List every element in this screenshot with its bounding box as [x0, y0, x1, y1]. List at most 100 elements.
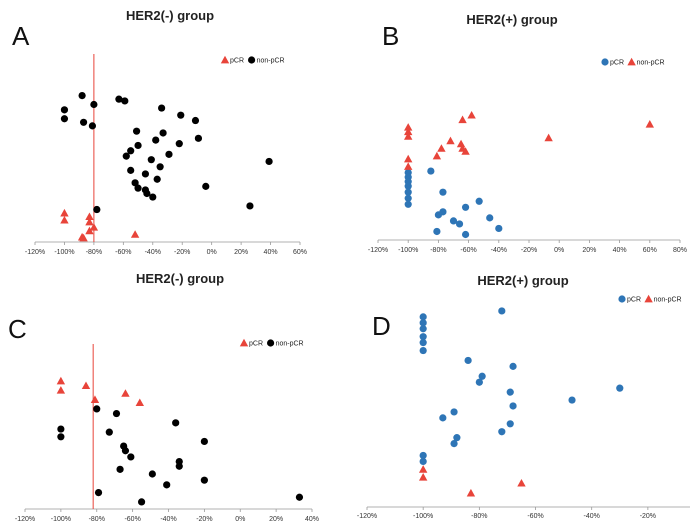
data-point-non-pcr [132, 127, 141, 135]
data-point-pcr [506, 388, 514, 396]
data-point-non-pcr [404, 123, 413, 131]
data-point-pcr [568, 396, 576, 404]
panel-b: HER2(+) group B -120% -100% -80% -60% -40% -20%… [368, 12, 687, 254]
panel-label: B [382, 21, 399, 51]
legend-label: pCR [610, 60, 624, 67]
data-point-pcr [404, 182, 412, 190]
data-point-pcr [404, 200, 412, 208]
data-point-non-pcr [121, 97, 129, 105]
data-point-non-pcr [175, 140, 183, 148]
panel-label: D [372, 311, 391, 341]
data-point-pcr [475, 197, 483, 205]
data-point-non-pcr [127, 453, 135, 461]
data-point-pcr [90, 395, 100, 403]
data-point-non-pcr [404, 162, 413, 170]
legend-label: non-pCR [654, 297, 682, 304]
legend-marker [627, 57, 636, 66]
data-point-non-pcr [418, 473, 428, 481]
data-point-pcr [60, 216, 69, 224]
data-point-non-pcr [194, 134, 203, 142]
data-point-pcr [135, 398, 144, 407]
data-point-non-pcr [147, 156, 155, 164]
data-point-non-pcr [115, 95, 123, 103]
data-point-pcr [486, 214, 494, 222]
data-point-non-pcr [645, 120, 654, 128]
legend-label: non-pCR [276, 341, 304, 348]
data-point-non-pcr [60, 115, 69, 123]
x-tick-label: 0% [554, 247, 564, 254]
data-point-pcr [498, 428, 506, 436]
data-point-pcr [461, 230, 470, 239]
data-point-pcr [60, 208, 69, 217]
data-point-non-pcr [153, 175, 161, 183]
panel-d: HER2(+) group D -120% -100% -80% -60% -40% -20%… [357, 273, 690, 520]
x-tick-label: -40% [491, 247, 507, 254]
data-point-non-pcr [152, 136, 160, 144]
data-point-non-pcr [200, 476, 208, 484]
data-point-non-pcr [127, 166, 135, 174]
data-point-non-pcr [122, 152, 130, 160]
data-point-pcr [404, 194, 412, 202]
data-point-pcr [85, 212, 94, 220]
x-tick-label: 0% [207, 249, 217, 256]
data-point-pcr [434, 211, 442, 219]
x-tick-label: 0% [235, 516, 245, 523]
data-point-non-pcr [134, 141, 142, 150]
data-point-pcr [498, 307, 506, 315]
data-point-non-pcr [90, 100, 98, 109]
x-tick-label: 40% [305, 516, 319, 523]
data-point-pcr [89, 223, 99, 231]
data-point-non-pcr [191, 116, 200, 125]
data-point-pcr [506, 420, 514, 428]
x-tick-label: -100% [54, 249, 74, 256]
data-point-pcr [450, 408, 458, 416]
data-point-non-pcr [93, 205, 101, 214]
data-point-pcr [450, 440, 458, 448]
x-tick-label: -100% [413, 513, 433, 520]
data-point-non-pcr [137, 498, 146, 506]
data-point-non-pcr [175, 462, 183, 470]
data-point-pcr [455, 220, 464, 228]
x-tick-label: -120% [15, 516, 35, 523]
data-point-non-pcr [404, 132, 413, 140]
x-tick-label: 80% [673, 247, 687, 254]
x-tick-label: 60% [643, 247, 657, 254]
data-point-pcr [404, 188, 412, 196]
x-tick-label: -80% [430, 247, 446, 254]
data-point-pcr [419, 339, 427, 347]
x-tick-label: -60% [115, 249, 131, 256]
data-point-non-pcr [404, 127, 413, 136]
data-point-non-pcr [172, 419, 180, 427]
x-tick-label: -20% [521, 247, 537, 254]
data-point-pcr [419, 451, 427, 460]
data-point-pcr [121, 389, 130, 397]
x-tick-label: -40% [584, 513, 600, 520]
data-point-pcr [419, 325, 427, 333]
data-point-non-pcr [112, 409, 121, 418]
x-tick-label: 20% [582, 247, 596, 254]
x-tick-label: -60% [124, 516, 140, 523]
data-point-non-pcr [177, 111, 185, 119]
x-tick-label: -20% [196, 516, 212, 523]
legend-label: non-pCR [257, 58, 285, 65]
data-point-non-pcr [78, 92, 86, 100]
legend-marker [618, 295, 626, 303]
data-point-non-pcr [200, 437, 208, 446]
data-point-pcr [509, 362, 517, 370]
x-tick-label: -120% [357, 513, 377, 520]
data-point-pcr [495, 224, 503, 233]
data-point-pcr [509, 402, 517, 410]
data-point-pcr [56, 386, 66, 394]
data-point-non-pcr [461, 147, 470, 155]
data-point-non-pcr [127, 147, 135, 155]
data-point-non-pcr [544, 133, 553, 142]
data-point-non-pcr [131, 179, 139, 187]
x-tick-label: -60% [460, 247, 476, 254]
data-point-pcr [616, 384, 624, 392]
legend-marker [644, 294, 653, 303]
chart-title: HER2(+) group [466, 12, 557, 27]
x-tick-label: -120% [25, 249, 45, 256]
data-point-pcr [461, 203, 470, 211]
chart-title: HER2(+) group [477, 273, 568, 288]
